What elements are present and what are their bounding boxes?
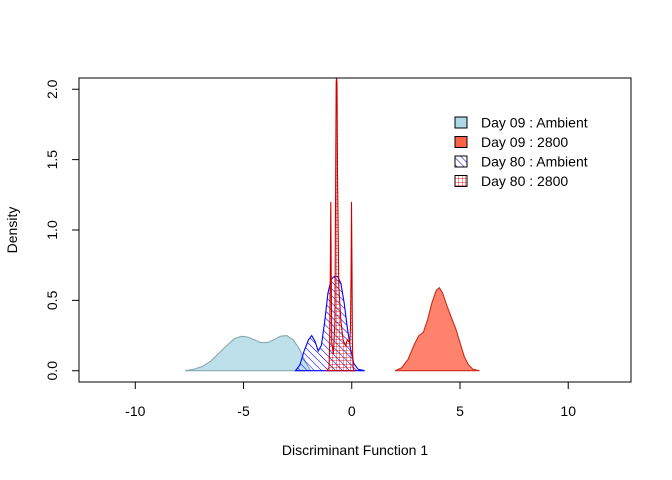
- density-area-day-80-2800: [325, 78, 356, 372]
- legend-label-day-09-2800: Day 09 : 2800: [481, 134, 568, 150]
- x-tick-label: -10: [125, 403, 145, 419]
- legend-swatch-day-80-ambient: [454, 155, 468, 168]
- legend-label-day-80-2800: Day 80 : 2800: [481, 173, 568, 189]
- x-tick-label: 0: [348, 403, 356, 419]
- y-tick-label: 2.0: [44, 79, 60, 99]
- legend-label-day-80-ambient: Day 80 : Ambient: [481, 154, 588, 170]
- series-layer: [185, 78, 480, 372]
- y-axis-label: Density: [4, 207, 20, 254]
- y-tick-label: 0.0: [44, 361, 60, 381]
- legend-swatch-day-09-2800: [454, 136, 468, 148]
- x-axis-label: Discriminant Function 1: [282, 442, 428, 458]
- density-area-day-09-2800: [394, 286, 480, 372]
- x-tick-label: -5: [237, 403, 250, 419]
- density-area-day-09-ambient: [185, 335, 312, 372]
- y-axis: 0.0 0.5 1.0 1.5 2.0: [44, 79, 80, 381]
- y-tick-label: 1.0: [44, 220, 60, 240]
- legend-swatch-day-80-2800: [454, 175, 468, 187]
- legend-label-day-09-ambient: Day 09 : Ambient: [481, 115, 588, 131]
- legend-swatch-day-09-ambient: [454, 116, 468, 129]
- x-tick-label: 5: [456, 403, 464, 419]
- y-tick-label: 1.5: [44, 150, 60, 170]
- x-axis: -10 -5 0 5 10: [125, 381, 576, 419]
- y-tick-label: 0.5: [44, 290, 60, 310]
- x-tick-label: 10: [560, 403, 576, 419]
- legend: Day 09 : Ambient Day 09 : 2800 Day 80 : Am…: [454, 115, 588, 189]
